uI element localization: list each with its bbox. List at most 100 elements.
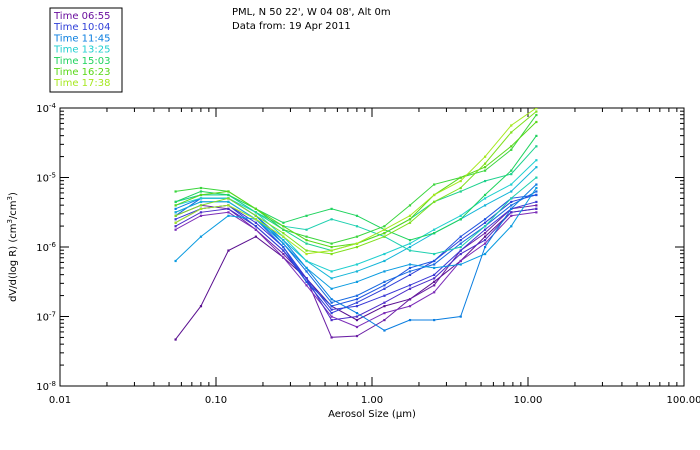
data-point	[174, 211, 177, 214]
data-point	[510, 169, 513, 172]
data-point	[510, 197, 513, 200]
data-point	[305, 284, 308, 287]
data-point	[535, 159, 538, 162]
data-point	[174, 204, 177, 207]
data-point	[174, 214, 177, 217]
data-point	[459, 176, 462, 179]
x-tick-label: 1.00	[361, 395, 383, 406]
data-point	[330, 270, 333, 273]
x-tick-label: 0.01	[49, 395, 71, 406]
data-point	[330, 249, 333, 252]
data-point	[355, 298, 359, 301]
data-point	[199, 207, 203, 210]
data-point	[305, 239, 308, 242]
legend-entry: Time 10:04	[53, 22, 110, 33]
data-point	[199, 214, 203, 217]
y-tick-label: 10-4	[36, 102, 56, 115]
legend-entry: Time 16:23	[53, 67, 110, 78]
data-point	[254, 225, 258, 228]
data-point	[305, 242, 308, 245]
data-point	[330, 207, 333, 210]
data-point	[535, 204, 538, 207]
data-point	[483, 166, 487, 169]
data-point	[199, 204, 203, 207]
legend-entry: Time 11:45	[53, 33, 110, 44]
data-point	[433, 266, 436, 270]
data-point	[383, 329, 386, 332]
data-point	[282, 242, 285, 245]
data-point	[254, 214, 258, 217]
data-point	[355, 242, 359, 245]
x-axis-label: Aerosol Size (μm)	[328, 409, 416, 420]
legend-entry: Time 13:25	[53, 45, 110, 56]
data-point	[483, 162, 487, 165]
data-point	[408, 318, 412, 322]
data-point	[483, 218, 487, 221]
data-point	[355, 246, 359, 249]
data-point	[510, 145, 513, 148]
data-point	[254, 221, 258, 224]
data-point	[330, 277, 333, 280]
data-point	[510, 204, 513, 207]
data-point	[535, 145, 538, 148]
chart-subtitle: Data from: 19 Apr 2011	[232, 21, 351, 32]
data-point	[433, 193, 436, 197]
data-point	[459, 239, 462, 242]
data-point	[510, 214, 513, 217]
data-point	[483, 193, 487, 197]
data-point	[330, 308, 333, 311]
y-axis-label: dV/d(log R) (cm3/cm3)	[6, 192, 19, 302]
x-tick-label: 100.00	[667, 395, 700, 406]
data-point	[459, 246, 462, 249]
data-point	[483, 155, 487, 158]
data-point	[408, 298, 412, 301]
data-point	[408, 305, 412, 308]
data-point	[408, 287, 412, 290]
data-point	[383, 259, 386, 263]
data-point	[483, 252, 487, 256]
data-point	[330, 305, 333, 308]
data-point	[330, 252, 333, 256]
data-point	[174, 259, 177, 263]
data-point	[355, 294, 359, 297]
data-point	[433, 284, 436, 287]
data-point	[254, 211, 258, 214]
data-point	[408, 239, 412, 242]
data-point	[254, 228, 258, 231]
data-point	[383, 252, 386, 256]
series-lines	[174, 108, 538, 341]
data-point	[535, 186, 538, 190]
data-point	[535, 166, 538, 169]
data-point	[510, 124, 513, 127]
data-point	[483, 246, 487, 249]
data-point	[199, 190, 203, 193]
x-tick-label: 0.10	[205, 395, 227, 406]
data-point	[174, 338, 177, 341]
data-point	[355, 280, 359, 283]
data-point	[433, 200, 436, 204]
data-point	[227, 204, 230, 207]
data-point	[535, 193, 538, 197]
data-point	[510, 183, 513, 186]
data-point	[459, 186, 462, 190]
data-point	[383, 294, 386, 297]
y-tick-label: 10-5	[36, 172, 56, 185]
y-tick-label: 10-7	[36, 311, 56, 324]
data-point	[199, 235, 203, 238]
data-point	[174, 190, 177, 193]
plot-frame	[59, 107, 685, 387]
data-point	[199, 197, 203, 200]
data-point	[433, 280, 436, 283]
data-point	[305, 214, 308, 217]
data-point	[227, 207, 230, 210]
data-point	[227, 197, 230, 200]
data-point	[282, 232, 285, 235]
data-point	[330, 242, 333, 245]
data-point	[174, 200, 177, 204]
data-point	[483, 235, 487, 238]
data-point	[282, 252, 285, 256]
chart-title: PML, N 50 22', W 04 08', Alt 0m	[232, 7, 391, 18]
data-point	[408, 266, 412, 270]
